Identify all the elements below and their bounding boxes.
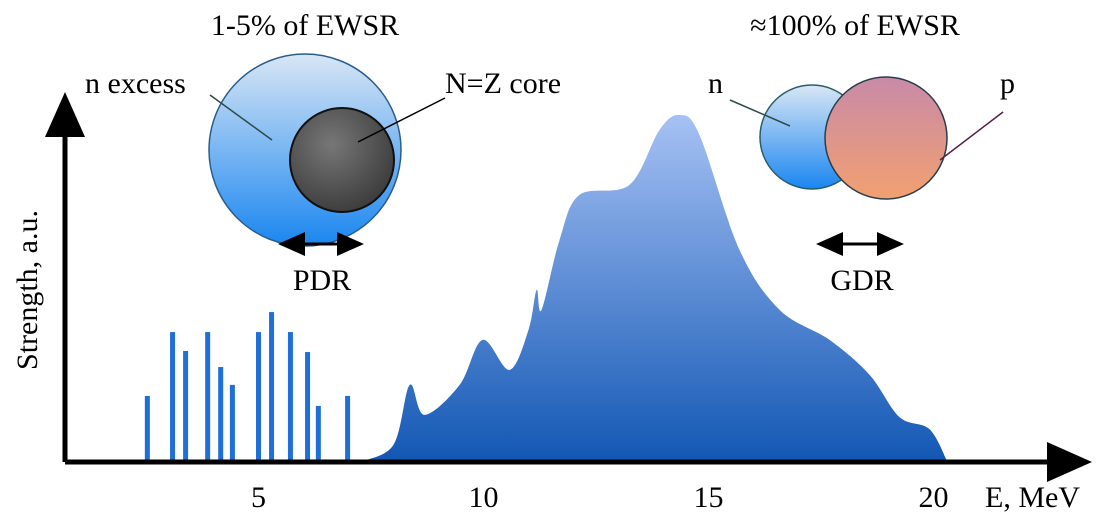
spike [145,396,150,462]
annotation: N=Z core [445,67,561,100]
core [290,108,394,212]
chart: E, MeV Strength, a.u. 1-5% of EWSR ≈100%… [0,0,1106,524]
x-tick-label: 5 [251,481,266,514]
spike [205,332,210,462]
spike [230,385,235,462]
annotation: n excess [85,67,186,100]
spike [218,367,223,462]
annotation: ≈100% of EWSR [750,9,960,42]
spike [316,406,321,462]
spike [183,351,188,462]
spike [288,332,293,462]
x-tick-label: 15 [694,481,724,514]
annotation: p [1000,67,1015,100]
annotation: 1-5% of EWSR [211,9,399,42]
proton-sphere [825,77,947,199]
spike [305,352,310,462]
x-axis-label: E, MeV [985,481,1080,514]
x-tick-label: 10 [469,481,499,514]
y-axis-label: Strength, a.u. [11,210,44,370]
spike [256,332,261,462]
x-tick-label: 20 [919,481,949,514]
annotation: n [708,67,723,100]
spike [269,312,274,462]
annotation: PDR [293,264,351,297]
annotation: GDR [830,264,893,297]
spike [170,332,175,462]
spike [345,396,350,462]
pointer [940,112,1003,160]
